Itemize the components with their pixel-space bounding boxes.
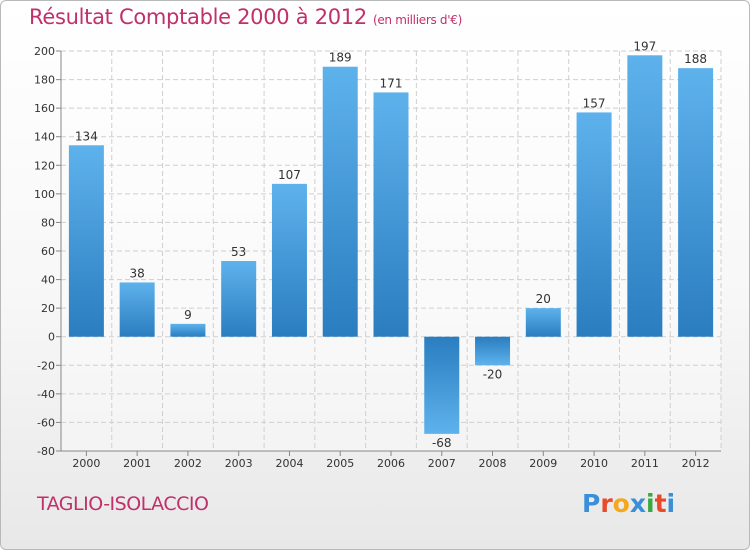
y-tick-label: 140: [34, 131, 55, 144]
y-tick-label: -80: [37, 445, 55, 458]
bar-2009: [525, 308, 561, 337]
y-tick-label: 120: [34, 159, 55, 172]
y-tick-label: 20: [41, 302, 55, 315]
x-tick-label-2007: 2007: [428, 457, 456, 470]
bar-2001: [119, 282, 155, 337]
logo-letter: r: [600, 489, 613, 518]
axis-layer: -80-60-40-200204060801001201401601802002…: [34, 45, 721, 470]
bar-2010: [576, 112, 612, 337]
y-tick-label: -60: [37, 416, 55, 429]
x-tick-label-2006: 2006: [377, 457, 405, 470]
x-tick-label-2012: 2012: [682, 457, 710, 470]
data-label-2007: -68: [432, 436, 452, 450]
chart-subtitle: (en milliers d'€): [372, 13, 462, 27]
location-label: TAGLIO-ISOLACCIO: [37, 493, 209, 515]
logo-letter: t: [654, 489, 667, 518]
data-label-2002: 9: [184, 308, 192, 322]
x-tick-label-2009: 2009: [529, 457, 557, 470]
logo-letter: i: [646, 489, 655, 518]
data-label-2011: 197: [633, 39, 656, 53]
proxiti-logo: Proxiti: [582, 489, 675, 518]
logo-letter: i: [666, 489, 676, 518]
bar-2000: [68, 145, 104, 337]
logo-letter: P: [582, 489, 601, 518]
y-tick-label: 180: [34, 74, 55, 87]
chart-title-text: Résultat Comptable 2000 à 2012: [29, 5, 367, 29]
data-label-2005: 189: [329, 51, 352, 65]
y-tick-label: 40: [41, 274, 55, 287]
y-tick-label: -40: [37, 388, 55, 401]
data-label-2009: 20: [536, 292, 551, 306]
data-label-2006: 171: [380, 76, 403, 90]
y-tick-label: 100: [34, 188, 55, 201]
data-label-2010: 157: [583, 96, 606, 110]
logo-letter: o: [612, 489, 630, 518]
data-label-2008: -20: [483, 367, 503, 381]
y-tick-label: 200: [34, 45, 55, 58]
x-tick-label-2008: 2008: [479, 457, 507, 470]
data-label-2004: 107: [278, 168, 301, 182]
bar-2007: [424, 336, 460, 434]
bar-2006: [373, 92, 409, 337]
x-tick-label-2002: 2002: [174, 457, 202, 470]
bar-2002: [170, 323, 206, 337]
bar-2003: [221, 261, 257, 337]
y-tick-label: -20: [37, 359, 55, 372]
y-tick-label: 0: [48, 331, 55, 344]
x-tick-label-2005: 2005: [326, 457, 354, 470]
bar-2008: [475, 336, 511, 366]
x-tick-label-2001: 2001: [123, 457, 151, 470]
bar-2012: [678, 68, 714, 337]
y-tick-label: 160: [34, 102, 55, 115]
chart-title: Résultat Comptable 2000 à 2012 (en millie…: [29, 5, 462, 29]
y-tick-label: 80: [41, 216, 55, 229]
bar-2004: [271, 183, 307, 337]
data-label-2001: 38: [130, 266, 145, 280]
data-label-2000: 134: [75, 129, 98, 143]
bar-2005: [322, 66, 358, 337]
label-layer: 134 38 9 53 107 189 171 -68 -20 20 157 197 188: [75, 39, 707, 450]
data-label-2012: 188: [684, 52, 707, 66]
x-tick-label-2003: 2003: [225, 457, 253, 470]
x-tick-label-2000: 2000: [72, 457, 100, 470]
x-tick-label-2004: 2004: [275, 457, 303, 470]
bar-2011: [627, 55, 663, 337]
bar-layer: [68, 55, 714, 434]
y-tick-label: 60: [41, 245, 55, 258]
x-tick-label-2010: 2010: [580, 457, 608, 470]
data-label-2003: 53: [231, 245, 246, 259]
x-tick-label-2011: 2011: [631, 457, 659, 470]
logo-letter: x: [629, 489, 646, 518]
